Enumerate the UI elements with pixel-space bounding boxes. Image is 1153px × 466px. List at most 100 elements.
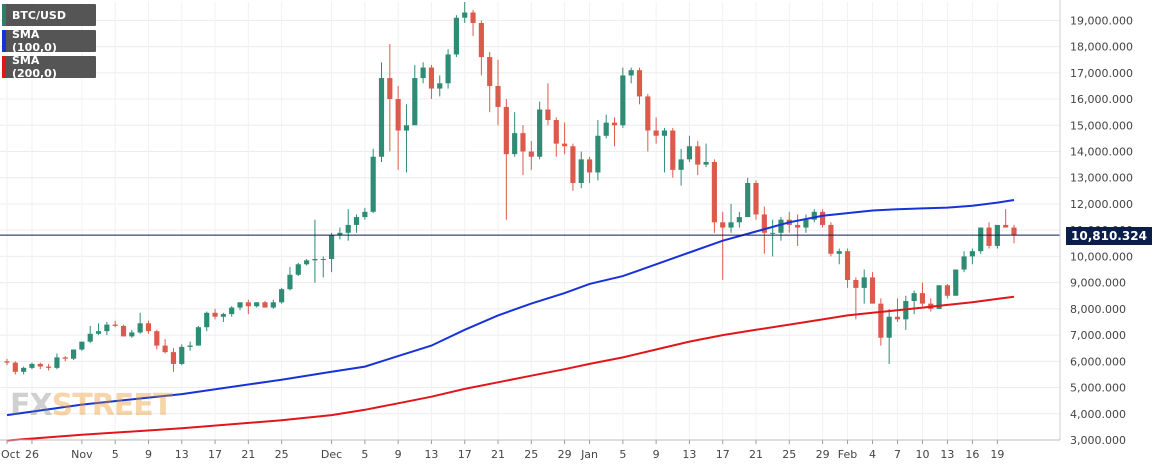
candle — [387, 43, 393, 152]
y-tick-label: 7,000.000 — [1070, 329, 1126, 342]
candle-body — [462, 12, 468, 18]
candle-body — [145, 323, 152, 332]
y-tick-label: 13,000.000 — [1070, 172, 1133, 185]
candle — [462, 2, 468, 23]
candle — [969, 248, 975, 265]
candle — [978, 227, 984, 254]
candle — [145, 320, 152, 334]
candle-body — [187, 345, 193, 347]
candle-body — [295, 264, 301, 275]
legend-item-btcusd[interactable]: BTC/USD — [2, 4, 96, 26]
candle — [736, 211, 742, 228]
candle — [487, 51, 493, 113]
candle — [120, 324, 127, 337]
candle — [312, 219, 318, 283]
candle-body — [428, 67, 435, 89]
candle — [678, 148, 684, 186]
candle-body — [337, 232, 343, 236]
candle — [129, 329, 135, 338]
x-tick-label: 13 — [424, 448, 438, 461]
candle-body — [104, 324, 110, 332]
x-tick-label: 21 — [491, 448, 505, 461]
x-tick-label: 16 — [965, 448, 979, 461]
x-tick-label: 29 — [816, 448, 830, 461]
candle — [586, 156, 593, 183]
candle-body — [353, 217, 360, 225]
candle-body — [328, 235, 335, 260]
legend-item-sma100[interactable]: SMA (100,0) — [2, 28, 96, 54]
x-tick-label: 9 — [395, 448, 402, 461]
x-tick-label: 17 — [716, 448, 730, 461]
candle — [87, 325, 93, 343]
candle-body — [229, 307, 235, 315]
candle — [1011, 224, 1017, 244]
candle — [179, 344, 185, 366]
candle — [503, 99, 509, 220]
candle — [112, 320, 118, 328]
y-tick-label: 16,000.000 — [1070, 93, 1133, 106]
candle-body — [212, 312, 218, 317]
candle — [29, 362, 35, 370]
sma100-line — [6, 199, 1015, 417]
y-tick-label: 15,000.000 — [1070, 119, 1133, 132]
candle — [137, 312, 143, 334]
y-tick-label: 14,000.000 — [1070, 145, 1133, 158]
candle — [820, 209, 826, 228]
candle-body — [137, 323, 143, 333]
candle — [944, 283, 951, 299]
candle — [537, 101, 543, 160]
candle-body — [686, 146, 693, 160]
candle-body — [495, 85, 501, 107]
candle-body — [745, 182, 751, 218]
x-tick-label: 25 — [275, 448, 289, 461]
candle — [270, 299, 276, 309]
candle — [545, 83, 551, 126]
x-tick-label: 5 — [619, 448, 626, 461]
candle — [703, 143, 709, 168]
candle-body — [828, 224, 834, 254]
candle — [811, 209, 817, 223]
x-tick-label: 13 — [682, 448, 696, 461]
candle-body — [62, 357, 68, 359]
candle — [362, 207, 368, 220]
candle-body — [586, 159, 593, 173]
x-tick-label: 25 — [782, 448, 796, 461]
candle — [21, 366, 27, 375]
candle — [770, 219, 776, 257]
candle — [653, 117, 659, 144]
candle-body — [919, 293, 926, 304]
candle — [245, 299, 251, 315]
candle — [695, 141, 701, 176]
candle — [428, 64, 435, 100]
candle — [412, 64, 418, 126]
candle — [229, 306, 235, 317]
candle-body — [154, 331, 160, 346]
candle-body — [878, 303, 884, 338]
legend-item-sma200[interactable]: SMA (200,0) — [2, 54, 96, 80]
candle-body — [403, 125, 410, 131]
candle — [378, 62, 385, 162]
candle-body — [562, 143, 568, 147]
candle-body — [220, 314, 226, 317]
candle-body — [911, 293, 917, 301]
candle-body — [711, 161, 717, 223]
y-tick-label: 4,000.000 — [1070, 408, 1126, 421]
candle-body — [670, 130, 676, 170]
candle — [728, 203, 734, 233]
candle — [104, 321, 110, 336]
candle-body — [720, 222, 726, 228]
candle — [304, 259, 310, 266]
candle — [46, 363, 52, 371]
sma200-line — [6, 295, 1015, 442]
candle-body — [553, 120, 559, 144]
candle — [928, 298, 934, 312]
candle — [62, 356, 68, 362]
x-tick-label: 21 — [749, 448, 763, 461]
y-tick-label: 3,000.000 — [1070, 434, 1126, 447]
candle-body — [87, 333, 93, 342]
candle — [295, 262, 301, 277]
candle-body — [70, 349, 77, 359]
y-tick-label: 10,000.000 — [1070, 250, 1133, 263]
x-tick-label: 25 — [524, 448, 538, 461]
candle — [187, 341, 193, 351]
